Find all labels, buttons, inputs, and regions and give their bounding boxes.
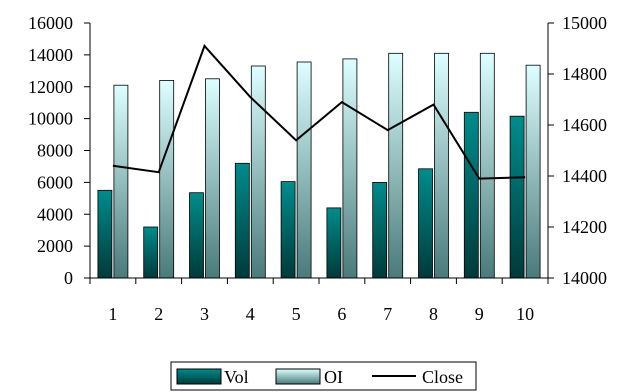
x-tick-label: 7 bbox=[383, 304, 392, 324]
x-tick-label: 9 bbox=[475, 304, 484, 324]
vol-bar bbox=[280, 181, 296, 279]
legend: Vol OI Close bbox=[170, 361, 477, 391]
legend-label-close: Close bbox=[422, 367, 463, 387]
vol-bar bbox=[418, 168, 433, 279]
oi-bar bbox=[205, 78, 220, 279]
right-y-tick-label: 14000 bbox=[562, 268, 607, 288]
x-tick-label: 3 bbox=[200, 304, 209, 324]
legend-swatch-vol bbox=[176, 368, 222, 385]
right-y-tick-label: 15000 bbox=[562, 13, 607, 33]
close-line bbox=[112, 43, 526, 180]
left-y-tick-label: 0 bbox=[64, 268, 73, 288]
tick-labels-layer: 0 2000 4000 6000 8000 10000 12000 14000 16000 140… bbox=[28, 13, 607, 324]
x-tick-label: 4 bbox=[246, 304, 255, 324]
legend-swatch-oi bbox=[275, 368, 321, 385]
bars-layer bbox=[97, 52, 541, 279]
axes-layer bbox=[84, 22, 554, 284]
right-y-tick-label: 14600 bbox=[562, 115, 607, 135]
right-y-tick-label: 14800 bbox=[562, 64, 607, 84]
legend-label-oi: OI bbox=[324, 367, 343, 387]
x-tick-label: 1 bbox=[108, 304, 117, 324]
oi-bar bbox=[113, 84, 129, 279]
x-tick-label: 10 bbox=[516, 304, 534, 324]
vol-bar bbox=[143, 226, 159, 279]
left-y-tick-label: 14000 bbox=[28, 45, 73, 65]
left-y-tick-label: 10000 bbox=[28, 109, 73, 129]
oi-bar bbox=[342, 58, 358, 279]
legend-label-vol: Vol bbox=[224, 367, 249, 387]
x-tick-label: 2 bbox=[154, 304, 163, 324]
oi-bar bbox=[525, 64, 541, 279]
oi-bar bbox=[434, 52, 449, 279]
right-y-tick-label: 14200 bbox=[562, 217, 607, 237]
legend-box bbox=[170, 361, 477, 391]
x-tick-label: 6 bbox=[337, 304, 346, 324]
oi-bar bbox=[479, 52, 495, 279]
x-tick-label: 5 bbox=[292, 304, 301, 324]
left-y-tick-label: 8000 bbox=[37, 141, 73, 161]
left-y-tick-label: 6000 bbox=[37, 172, 73, 192]
close-line-layer bbox=[112, 43, 526, 180]
vol-bar bbox=[463, 111, 479, 279]
vol-bar bbox=[326, 207, 342, 279]
x-tick-label: 8 bbox=[429, 304, 438, 324]
left-y-tick-label: 4000 bbox=[37, 204, 73, 224]
left-y-tick-label: 16000 bbox=[28, 13, 73, 33]
left-y-tick-label: 12000 bbox=[28, 77, 73, 97]
vol-bar bbox=[189, 192, 204, 279]
oi-bar bbox=[250, 65, 266, 279]
vol-bar bbox=[97, 189, 113, 279]
oi-bar bbox=[388, 52, 404, 279]
oi-bar bbox=[296, 61, 312, 279]
vol-bar bbox=[372, 181, 388, 279]
vol-bar bbox=[234, 162, 250, 279]
vol-bar bbox=[509, 115, 525, 279]
right-y-tick-label: 14400 bbox=[562, 166, 607, 186]
oi-bar bbox=[159, 80, 175, 279]
left-y-tick-label: 2000 bbox=[37, 236, 73, 256]
